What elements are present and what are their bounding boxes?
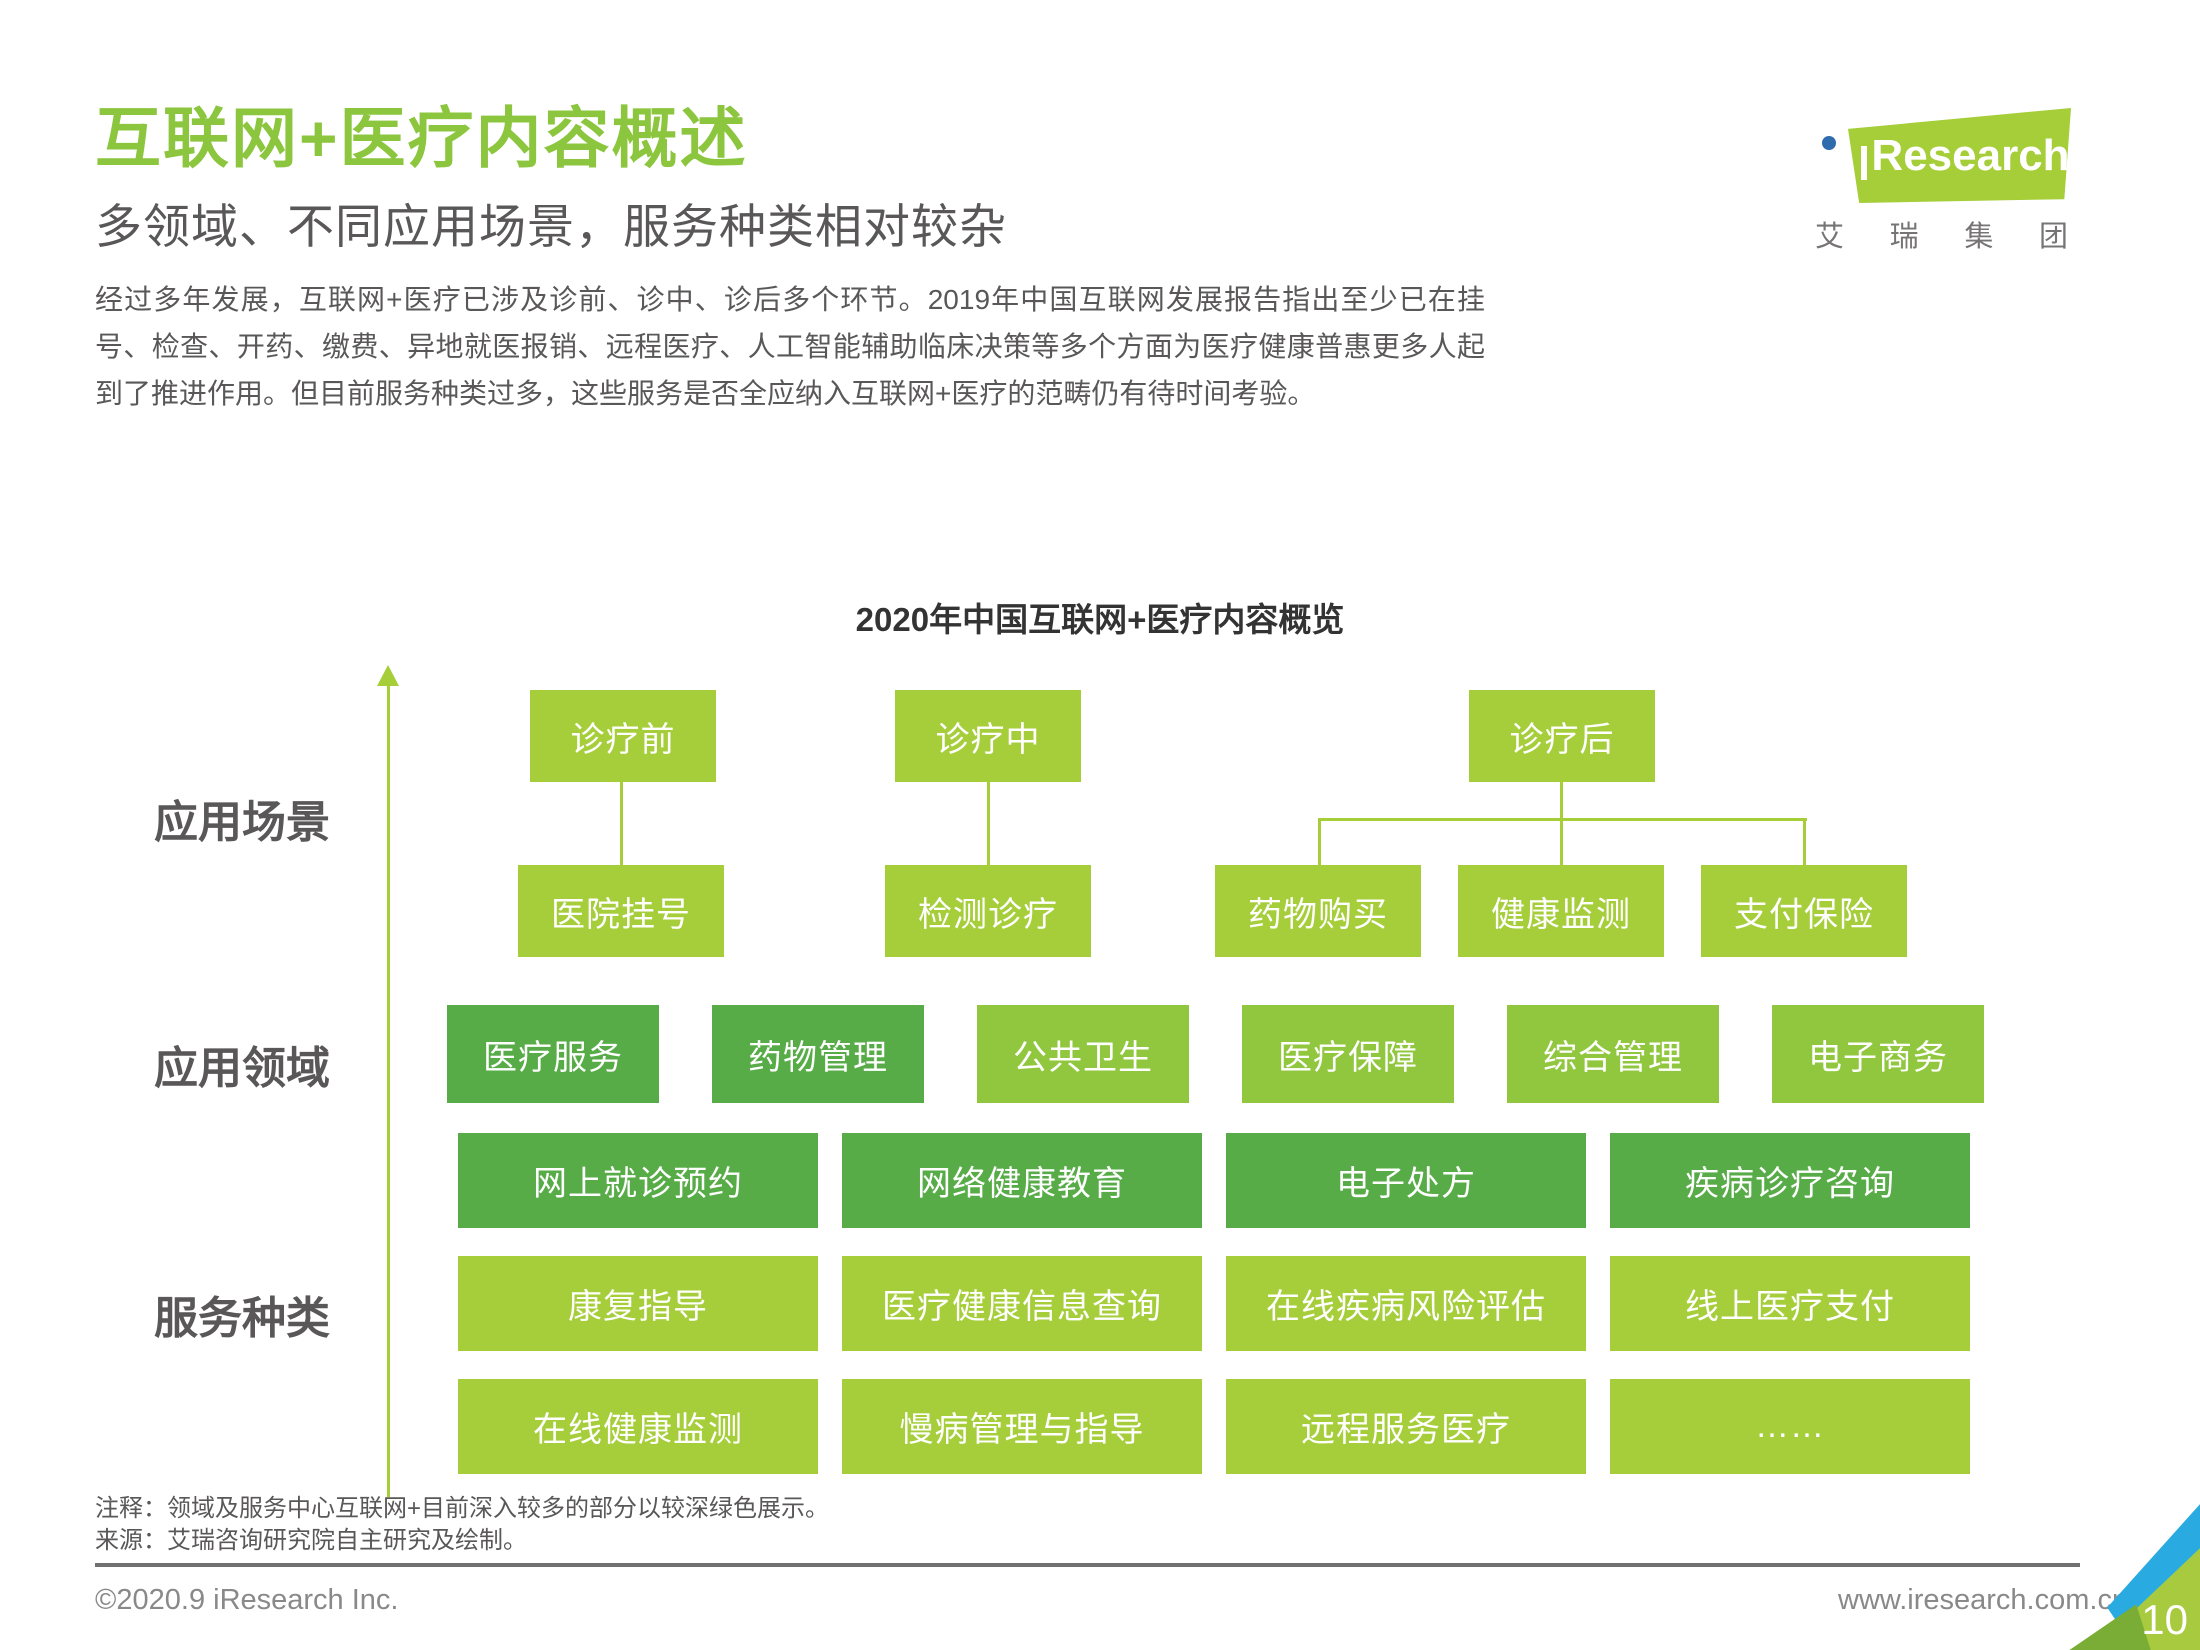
up-arrow-line-icon: [387, 684, 390, 1497]
section-label-application-scene: 应用场景: [154, 798, 330, 847]
service-box: 远程服务医疗: [1226, 1379, 1586, 1474]
service-box: 网络健康教育: [842, 1133, 1202, 1228]
scene-service-box: 支付保险: [1701, 865, 1907, 957]
scene-service-box: 检测诊疗: [885, 865, 1091, 957]
domain-box: 医疗服务: [447, 1005, 659, 1103]
domain-box: 药物管理: [712, 1005, 924, 1103]
footer-website: www.iresearch.com.cn: [1838, 1584, 2129, 1616]
service-box: 在线健康监测: [458, 1379, 818, 1474]
service-box: ……: [1610, 1379, 1970, 1474]
service-box: 线上医疗支付: [1610, 1256, 1970, 1351]
body-paragraph: 经过多年发展，互联网+医疗已涉及诊前、诊中、诊后多个环节。2019年中国互联网发…: [95, 284, 1485, 409]
connector-line: [987, 782, 990, 865]
service-box: 慢病管理与指导: [842, 1379, 1202, 1474]
logo-i-dot-icon: [1822, 136, 1836, 150]
service-box: 在线疾病风险评估: [1226, 1256, 1586, 1351]
scene-service-box: 医院挂号: [518, 865, 724, 957]
diagram-title: 2020年中国互联网+医疗内容概览: [855, 601, 1345, 638]
scene-box-pre-treatment: 诊疗前: [530, 690, 716, 782]
logo-cn-char: 团: [2038, 221, 2068, 253]
iresearch-logo-shape: Research: [1848, 108, 2071, 203]
note-annotation: 注释：领域及服务中心互联网+目前深入较多的部分以较深绿色展示。: [95, 1495, 830, 1522]
scene-service-box: 药物购买: [1215, 865, 1421, 957]
note-source: 来源：艾瑞咨询研究院自主研究及绘制。: [95, 1527, 527, 1554]
page-title: 互联网+医疗内容概述: [95, 101, 748, 175]
page-corner-decoration: 10: [2055, 1498, 2200, 1650]
iresearch-logo: Research 艾 瑞 集 团: [1815, 108, 2071, 255]
section-label-application-domain: 应用领域: [154, 1044, 330, 1093]
scene-box-post-treatment: 诊疗后: [1469, 690, 1655, 782]
section-label-service-type: 服务种类: [154, 1294, 330, 1343]
connector-line: [1318, 818, 1321, 865]
connector-line: [1560, 818, 1563, 865]
logo-i-stem: [1861, 146, 1867, 180]
footer-copyright: ©2020.9 iResearch Inc.: [95, 1584, 399, 1616]
iresearch-logo-chinese: 艾 瑞 集 团: [1815, 213, 2068, 255]
logo-cn-char: 瑞: [1889, 221, 1919, 253]
domain-box: 综合管理: [1507, 1005, 1719, 1103]
page-number: 10: [2141, 1596, 2188, 1643]
service-box: 网上就诊预约: [458, 1133, 818, 1228]
service-box: 医疗健康信息查询: [842, 1256, 1202, 1351]
footer-divider: [95, 1563, 2080, 1567]
service-box: 电子处方: [1226, 1133, 1586, 1228]
scene-box-in-treatment: 诊疗中: [895, 690, 1081, 782]
scene-service-box: 健康监测: [1458, 865, 1664, 957]
logo-cn-char: 集: [1964, 221, 1994, 253]
connector-line: [1560, 782, 1563, 820]
page-subtitle: 多领域、不同应用场景，服务种类相对较杂: [95, 200, 1007, 253]
service-box: 康复指导: [458, 1256, 818, 1351]
connector-line: [1803, 818, 1806, 865]
domain-box: 公共卫生: [977, 1005, 1189, 1103]
connector-line: [620, 782, 623, 865]
iresearch-logo-text: Research: [1871, 130, 2070, 180]
service-box: 疾病诊疗咨询: [1610, 1133, 1970, 1228]
logo-cn-char: 艾: [1815, 221, 1845, 253]
domain-box: 医疗保障: [1242, 1005, 1454, 1103]
up-arrow-head-icon: [377, 665, 399, 686]
domain-box: 电子商务: [1772, 1005, 1984, 1103]
